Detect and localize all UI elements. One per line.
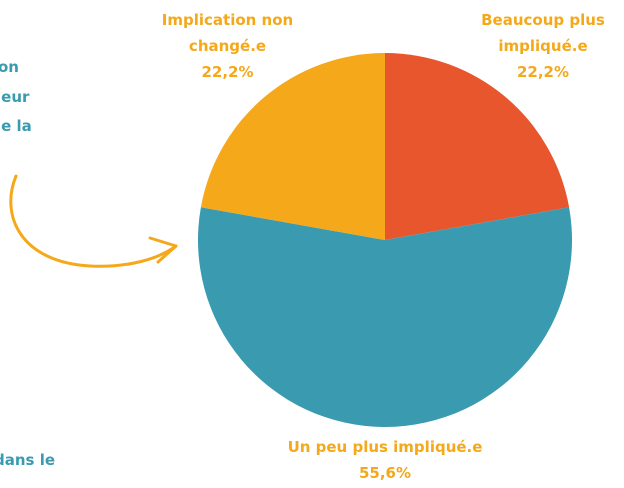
category-label: Beaucoup plus impliqué.e: [481, 11, 605, 55]
pie-slice: [198, 207, 573, 428]
slice-label: Un peu plus impliqué.e 55,6%: [250, 434, 520, 486]
slice-label: Beaucoup plus impliqué.e 22,2%: [458, 7, 624, 85]
value-label: 22,2%: [201, 63, 254, 81]
category-label: Un peu plus impliqué.e: [287, 438, 483, 456]
pie-slice: [385, 53, 570, 240]
category-label: Implication non changé.e: [161, 11, 294, 55]
annotation: dans le: [0, 451, 56, 469]
arrow-head: [148, 236, 178, 264]
value-label: 22,2%: [516, 63, 570, 81]
annotation: leur: [0, 88, 30, 106]
pie-slice: [200, 53, 385, 240]
slice-label: Implication non changé.e 22,2%: [140, 7, 315, 85]
annotation: le la: [0, 117, 32, 135]
annotation: on: [0, 58, 19, 76]
arrow: [9, 174, 178, 268]
value-label: 55,6%: [358, 464, 412, 482]
